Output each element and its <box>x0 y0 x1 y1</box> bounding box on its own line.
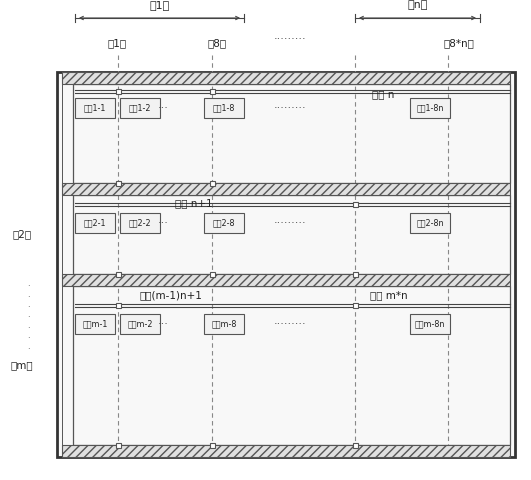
Text: 分区2-2: 分区2-2 <box>129 218 151 228</box>
Text: 分区m-8: 分区m-8 <box>211 320 237 328</box>
Bar <box>116 180 121 185</box>
Bar <box>62 274 510 286</box>
Bar <box>57 72 515 457</box>
Text: 芯片 m*n: 芯片 m*n <box>370 290 408 300</box>
Bar <box>353 302 357 308</box>
Text: 分区1-8: 分区1-8 <box>213 104 235 112</box>
Bar <box>75 98 115 118</box>
Text: 分区1-8n: 分区1-8n <box>416 104 444 112</box>
Bar <box>116 272 121 276</box>
Bar <box>120 314 160 334</box>
Text: 第2行: 第2行 <box>12 229 31 240</box>
Bar <box>210 88 215 94</box>
Text: ·········: ········· <box>273 319 306 329</box>
Bar <box>210 443 215 447</box>
Text: 分区2-8n: 分区2-8n <box>416 218 444 228</box>
Text: 第n组: 第n组 <box>407 0 427 10</box>
Bar <box>116 302 121 308</box>
Text: 分区1-1: 分区1-1 <box>84 104 106 112</box>
Bar <box>62 445 510 457</box>
Bar <box>210 180 215 185</box>
Bar <box>210 272 215 276</box>
Text: 芯片(m-1)n+1: 芯片(m-1)n+1 <box>140 290 203 300</box>
Bar <box>116 443 121 447</box>
Bar <box>204 98 244 118</box>
Text: 第8*n列: 第8*n列 <box>443 38 474 48</box>
Bar <box>120 213 160 233</box>
Text: 第1组: 第1组 <box>149 0 169 10</box>
Text: 分区2-8: 分区2-8 <box>213 218 235 228</box>
Bar <box>353 272 357 276</box>
Text: ·········: ········· <box>273 103 306 113</box>
Text: ·········: ········· <box>273 34 306 44</box>
Bar <box>73 286 510 445</box>
Bar <box>73 84 510 183</box>
Text: 第1列: 第1列 <box>107 38 126 48</box>
Bar <box>75 213 115 233</box>
Bar <box>204 213 244 233</box>
Bar <box>116 88 121 94</box>
Bar <box>120 98 160 118</box>
Text: ···: ··· <box>158 218 168 228</box>
Bar <box>410 213 450 233</box>
Text: 分区m-2: 分区m-2 <box>127 320 153 328</box>
Bar <box>75 314 115 334</box>
Bar <box>62 72 510 84</box>
Bar <box>73 195 510 274</box>
Text: 芯片 n+1: 芯片 n+1 <box>175 198 212 208</box>
Text: 分区m-1: 分区m-1 <box>82 320 108 328</box>
Text: 第m行: 第m行 <box>11 360 33 371</box>
Bar <box>410 98 450 118</box>
Text: 第8列: 第8列 <box>207 38 226 48</box>
Text: 分区m-8n: 分区m-8n <box>415 320 445 328</box>
Text: ·
·
·
·
·
·
·: · · · · · · · <box>27 282 29 354</box>
Bar <box>62 77 510 452</box>
Bar <box>353 202 357 206</box>
Bar <box>410 314 450 334</box>
Text: ···: ··· <box>158 319 168 329</box>
Text: ·········: ········· <box>273 218 306 228</box>
Text: ···: ··· <box>158 103 168 113</box>
Text: 分区1-2: 分区1-2 <box>129 104 151 112</box>
Text: 芯片 n: 芯片 n <box>372 89 395 99</box>
Bar <box>62 183 510 195</box>
Bar <box>353 443 357 447</box>
Text: 分区2-1: 分区2-1 <box>84 218 106 228</box>
Bar <box>204 314 244 334</box>
